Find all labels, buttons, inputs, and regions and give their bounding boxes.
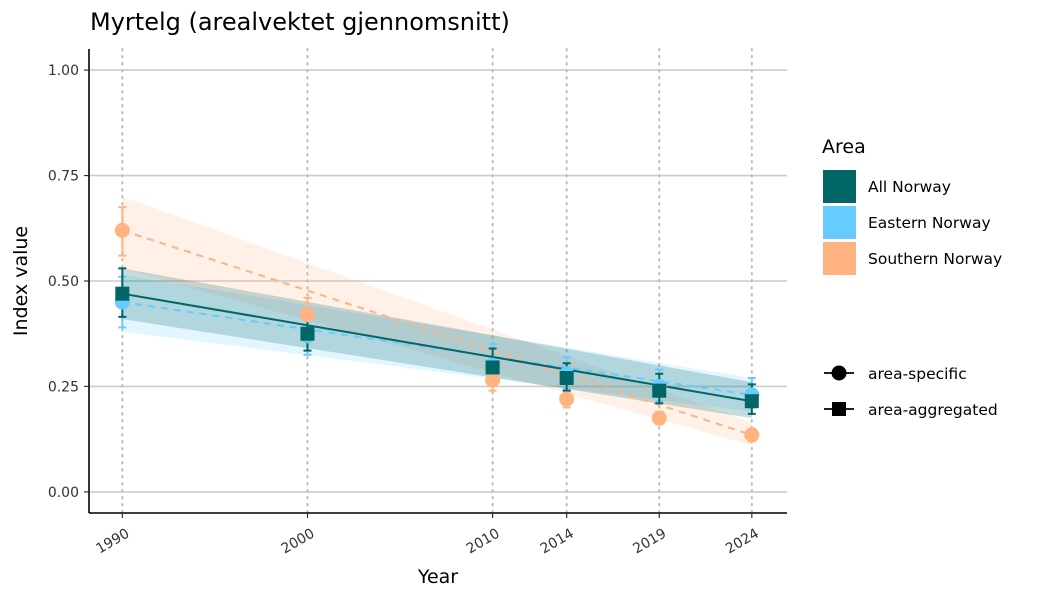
point-southern-norway xyxy=(744,427,760,443)
legend-key-southern-norway xyxy=(823,242,856,275)
legend-label: All Norway xyxy=(868,178,951,196)
point-all-norway xyxy=(115,286,130,301)
legend-color-keys: All Norway Eastern Norway Southern Norway xyxy=(823,170,1002,275)
x-tick-label: 2010 xyxy=(464,526,503,558)
x-tick-label: 2024 xyxy=(723,526,762,558)
point-southern-norway xyxy=(651,410,667,426)
point-all-norway xyxy=(652,383,667,398)
legend-key-eastern-norway xyxy=(823,206,856,239)
y-tick-label: 0.50 xyxy=(48,274,79,290)
y-tick-label: 0.25 xyxy=(48,379,79,395)
point-all-norway xyxy=(559,371,574,386)
legend-circle-marker xyxy=(831,365,847,381)
point-southern-norway xyxy=(559,391,575,407)
point-all-norway xyxy=(485,360,500,375)
y-axis-title: Index value xyxy=(10,226,32,336)
data-points xyxy=(114,222,760,443)
band-eastern-norway xyxy=(122,274,752,412)
point-southern-norway xyxy=(299,307,315,323)
x-ticks: 1990 2000 2010 2014 2019 2024 xyxy=(93,513,762,558)
x-axis-title: Year xyxy=(417,566,458,588)
x-tick-label: 2014 xyxy=(538,526,577,558)
legend-key-all-norway xyxy=(823,170,856,203)
chart-title: Myrtelg (arealvektet gjennomsnitt) xyxy=(90,8,510,36)
x-tick-label: 2019 xyxy=(630,526,669,558)
legend: Area All Norway Eastern Norway Southern No… xyxy=(822,136,1002,419)
legend-label: Southern Norway xyxy=(868,250,1002,268)
x-tick-label: 1990 xyxy=(93,526,132,558)
legend-shape-label: area-specific xyxy=(868,365,967,383)
confidence-bands xyxy=(122,196,752,446)
legend-label: Eastern Norway xyxy=(868,214,991,232)
line-all-norway xyxy=(122,292,752,403)
series-lines xyxy=(122,229,753,436)
y-ticks: 0.00 0.25 0.50 0.75 1.00 xyxy=(48,63,89,501)
point-all-norway xyxy=(300,326,315,341)
y-tick-label: 0.75 xyxy=(48,169,79,185)
point-all-norway xyxy=(744,394,759,409)
point-southern-norway xyxy=(485,372,501,388)
legend-square-marker xyxy=(832,402,846,416)
point-southern-norway xyxy=(114,222,130,238)
line-southern-norway xyxy=(122,229,753,436)
y-tick-label: 1.00 xyxy=(48,63,79,79)
line-eastern-norway xyxy=(122,301,752,396)
legend-title: Area xyxy=(822,136,866,158)
band-all-norway xyxy=(122,268,752,419)
y-tick-label: 0.00 xyxy=(48,485,79,501)
legend-shape-label: area-aggregated xyxy=(868,401,998,419)
legend-shape-keys: area-specific area-aggregated xyxy=(824,365,998,419)
x-tick-label: 2000 xyxy=(279,526,318,558)
